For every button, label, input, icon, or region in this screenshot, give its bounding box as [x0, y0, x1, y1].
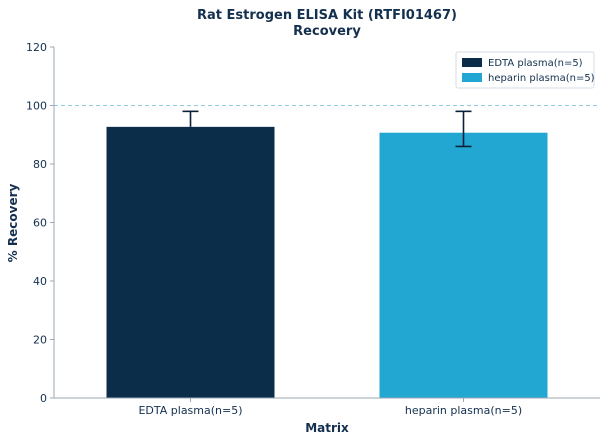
y-tick-label: 120: [26, 41, 47, 54]
legend-box: [455, 51, 595, 89]
bar: [379, 132, 548, 398]
y-tick-label: 0: [40, 392, 47, 405]
y-tick-label: 20: [33, 334, 47, 347]
y-axis-label: % Recovery: [6, 184, 20, 263]
y-tick-label: 40: [33, 275, 47, 288]
bar: [106, 126, 275, 398]
x-axis-label: Matrix: [305, 421, 349, 435]
x-tick-label: heparin plasma(n=5): [405, 404, 522, 417]
legend-swatch: [462, 73, 482, 82]
chart-subtitle: Recovery: [293, 24, 361, 39]
legend-swatch: [462, 58, 482, 67]
legend-label: heparin plasma(n=5): [488, 73, 595, 84]
y-tick-label: 60: [33, 217, 47, 230]
legend-label: EDTA plasma(n=5): [488, 58, 583, 69]
x-tick-label: EDTA plasma(n=5): [138, 404, 242, 417]
y-tick-label: 80: [33, 158, 47, 171]
chart-title: Rat Estrogen ELISA Kit (RTFI01467): [197, 8, 457, 23]
y-tick-label: 100: [26, 100, 47, 113]
